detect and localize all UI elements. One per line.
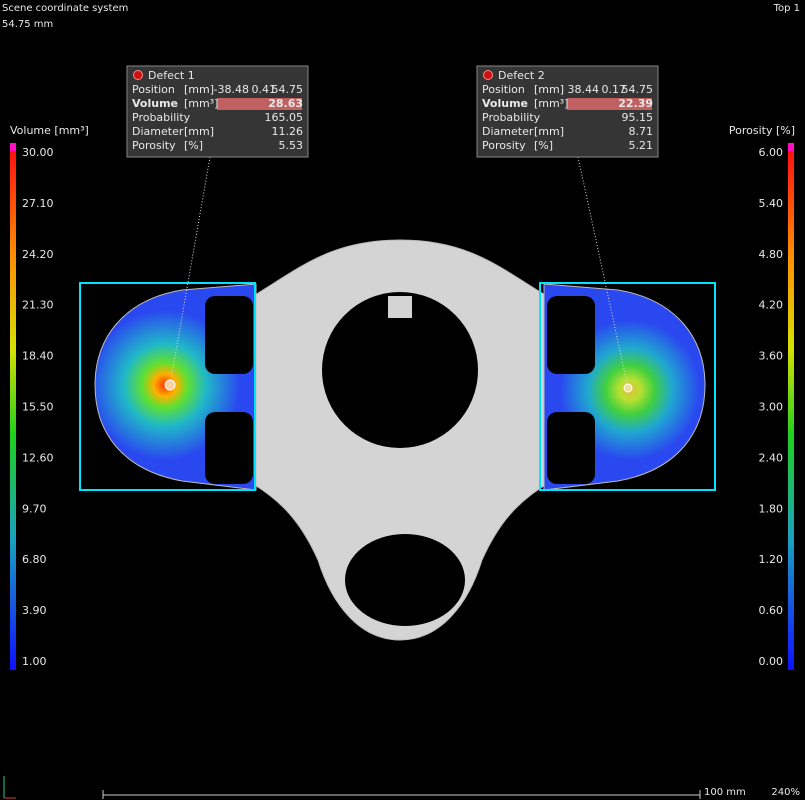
- defect-icon: [483, 70, 493, 80]
- scale-tick-label: 27.10: [22, 197, 54, 210]
- defect-panel: [476, 65, 659, 158]
- row-label: Porosity: [132, 139, 176, 152]
- row-value: 54.75: [622, 83, 654, 96]
- row-label: Diameter: [132, 125, 184, 138]
- row-unit: [mm]: [534, 125, 564, 138]
- colorbar: [788, 150, 794, 670]
- scale-tick-label: 6.00: [759, 146, 784, 159]
- row-value: 95.15: [622, 111, 654, 124]
- colorbar-cap: [788, 143, 794, 151]
- row-unit: [mm]: [534, 83, 564, 96]
- scale-tick-label: 3.60: [759, 350, 784, 363]
- scale-tick-label: 4.80: [759, 248, 784, 261]
- row-unit: [mm³]: [184, 97, 218, 110]
- scale-tick-label: 1.80: [759, 502, 784, 515]
- scale-tick-label: 4.20: [759, 299, 784, 312]
- defect-panel: [126, 65, 309, 158]
- scale-tick-label: 9.70: [22, 502, 47, 515]
- row-label: Porosity: [482, 139, 526, 152]
- scale-tick-label: 6.80: [22, 553, 47, 566]
- defect-title: Defect 2: [498, 69, 545, 82]
- defect-title: Defect 1: [148, 69, 195, 82]
- row-label: Volume: [132, 97, 178, 110]
- part: [79, 156, 716, 641]
- scale-tick-label: 3.90: [22, 604, 47, 617]
- row-label: Diameter: [482, 125, 534, 138]
- scale-tick-label: 21.30: [22, 299, 54, 312]
- scale-tick-label: 1.20: [759, 553, 784, 566]
- row-label: Position: [132, 83, 175, 96]
- scale-tick-label: 24.20: [22, 248, 54, 261]
- scale-tick-label: 0.60: [759, 604, 784, 617]
- scale-tick-label: 18.40: [22, 350, 54, 363]
- row-value: 165.05: [265, 111, 304, 124]
- row-value: 5.21: [629, 139, 654, 152]
- defect-icon: [133, 70, 143, 80]
- row-value: 0.17: [602, 83, 627, 96]
- row-value: 5.53: [279, 139, 304, 152]
- row-unit: [%]: [184, 139, 203, 152]
- scale-tick-label: 12.60: [22, 451, 54, 464]
- row-unit: [mm³]: [534, 97, 568, 110]
- scale-tick-label: 5.40: [759, 197, 784, 210]
- row-value: 28.63: [268, 97, 303, 110]
- row-value: 11.26: [272, 125, 304, 138]
- row-label: Probability: [482, 111, 541, 124]
- row-value: 22.39: [618, 97, 653, 110]
- row-value: -38.48: [214, 83, 249, 96]
- scale-tick-label: 30.00: [22, 146, 54, 159]
- row-unit: [mm]: [184, 83, 214, 96]
- row-value: 0.41: [252, 83, 277, 96]
- row-unit: [%]: [534, 139, 553, 152]
- scale-tick-label: 1.00: [22, 655, 47, 668]
- row-value: 54.75: [272, 83, 304, 96]
- header-value: 54.75 mm: [2, 19, 53, 30]
- row-label: Volume: [482, 97, 528, 110]
- row-unit: [mm]: [184, 125, 214, 138]
- header-title: Scene coordinate system: [2, 3, 128, 14]
- scale-tick-label: 0.00: [759, 655, 784, 668]
- colorbar-cap: [10, 143, 16, 151]
- row-label: Probability: [132, 111, 191, 124]
- scale-title: Volume [mm³]: [10, 124, 89, 137]
- color-scales: Volume [mm³] Porosity [%] 30.00 27.10 24.2…: [10, 124, 795, 670]
- row-value: 8.71: [629, 125, 654, 138]
- scale-title: Porosity [%]: [729, 124, 795, 137]
- scale-label: 100 mm: [704, 787, 746, 798]
- scale-tick-label: 3.00: [759, 401, 784, 414]
- row-label: Position: [482, 83, 525, 96]
- colorbar: [10, 150, 16, 670]
- volume-highlight: [567, 98, 652, 110]
- zoom: 240%: [771, 787, 800, 798]
- scale-tick-label: 15.50: [22, 401, 54, 414]
- volume-highlight: [217, 98, 302, 110]
- footer: 100 mm 240%: [3, 776, 800, 799]
- scale-tick-label: 2.40: [759, 451, 784, 464]
- row-value: 38.44: [568, 83, 600, 96]
- view-name: Top 1: [773, 3, 800, 14]
